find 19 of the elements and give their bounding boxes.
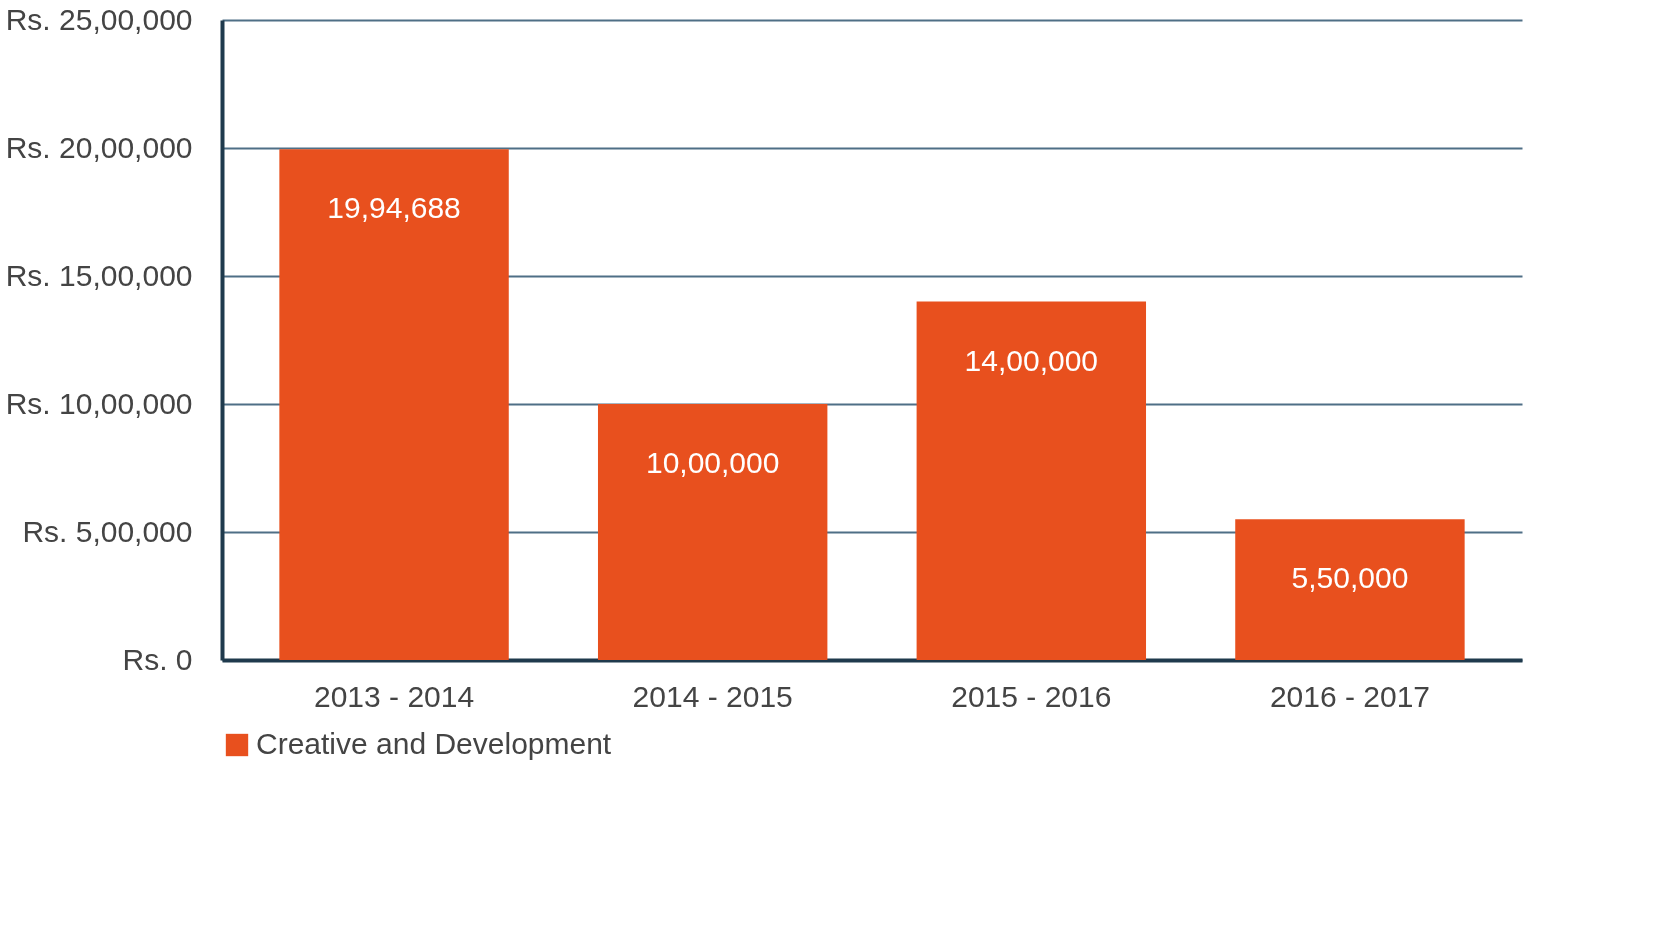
y-tick-label: Rs. 0 xyxy=(122,642,193,676)
data-label: 19,94,688 xyxy=(327,191,461,225)
bar xyxy=(279,149,509,660)
x-tick-label: 2016 - 2017 xyxy=(1269,679,1431,713)
data-label: 10,00,000 xyxy=(645,446,780,479)
x-tick-label: 2015 - 2016 xyxy=(951,679,1112,713)
y-tick-label: Rs. 15,00,000 xyxy=(5,258,193,292)
y-tick-label: Rs. 5,00,000 xyxy=(22,514,193,548)
x-tick-label: 2014 - 2015 xyxy=(632,679,793,713)
bar xyxy=(916,301,1147,660)
y-tick-label: Rs. 10,00,000 xyxy=(5,386,193,420)
y-tick-label: Rs. 25,00,000 xyxy=(5,2,193,36)
bar xyxy=(1235,519,1465,660)
x-tick-label: 2013 - 2014 xyxy=(313,679,475,713)
y-tick-label: Rs. 20,00,000 xyxy=(5,130,193,164)
legend-label: Creative and Development xyxy=(256,727,612,760)
data-label: 5,50,000 xyxy=(1291,561,1409,595)
data-label: 14,00,000 xyxy=(964,343,1099,377)
bar xyxy=(597,404,828,660)
